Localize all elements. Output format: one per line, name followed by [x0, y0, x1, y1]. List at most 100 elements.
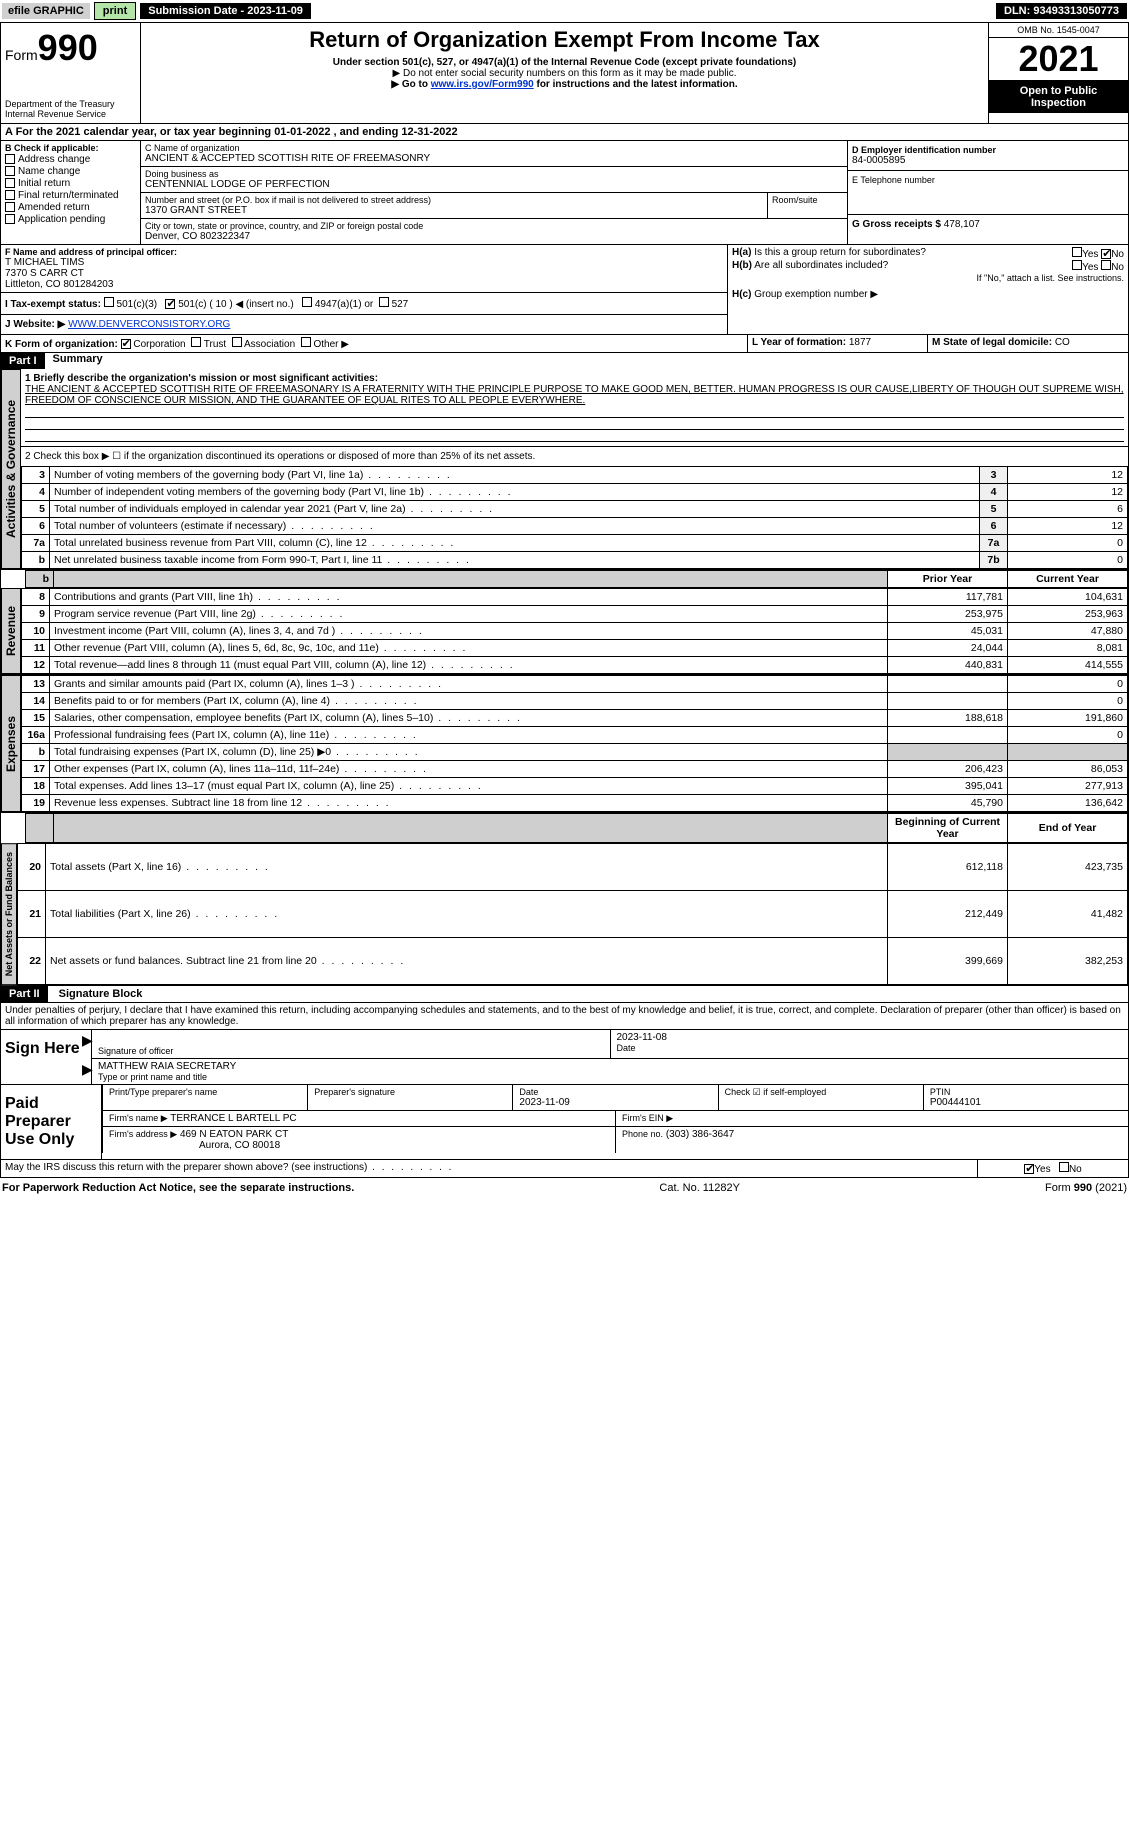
chk-address[interactable]: [5, 154, 15, 164]
footer-left: For Paperwork Reduction Act Notice, see …: [2, 1182, 354, 1194]
ein-value: 84-0005895: [852, 155, 1124, 166]
firm-name: TERRANCE L BARTELL PC: [170, 1113, 296, 1124]
addr-label: Number and street (or P.O. box if mail i…: [145, 195, 763, 205]
discuss-no[interactable]: [1059, 1162, 1069, 1172]
sig-officer-label: Signature of officer: [98, 1046, 604, 1056]
paid-preparer-label: Paid Preparer Use Only: [1, 1085, 101, 1159]
sig-date: 2023-11-08: [617, 1032, 1123, 1043]
section-i: I Tax-exempt status: 501(c)(3) 501(c) ( …: [1, 293, 727, 315]
ha-no[interactable]: [1101, 249, 1111, 259]
part2-hdr: Part II: [1, 986, 48, 1002]
lbl-501c3: 501(c)(3): [117, 299, 158, 310]
lbl-4947: 4947(a)(1) or: [315, 299, 373, 310]
chk-527[interactable]: [379, 297, 389, 307]
exp-table: 13Grants and similar amounts paid (Part …: [21, 675, 1128, 812]
phone-value: (303) 386-3647: [666, 1129, 734, 1140]
phone-label: Phone no.: [622, 1129, 663, 1139]
d-label: D Employer identification number: [852, 145, 1124, 155]
footer-right: Form 990 (2021): [1045, 1182, 1127, 1194]
col-prior: Prior Year: [888, 571, 1008, 588]
chk-pending[interactable]: [5, 214, 15, 224]
chk-501c[interactable]: [165, 299, 175, 309]
ha-no-lbl: No: [1111, 249, 1124, 260]
chk-501c3[interactable]: [104, 297, 114, 307]
hb-note: If "No," attach a list. See instructions…: [732, 273, 1124, 283]
self-employed-label: Check ☑ if self-employed: [725, 1087, 917, 1098]
chk-name[interactable]: [5, 166, 15, 176]
chk-pending-label: Application pending: [18, 214, 105, 225]
chk-4947[interactable]: [302, 297, 312, 307]
chk-final[interactable]: [5, 190, 15, 200]
form-title: Return of Organization Exempt From Incom…: [145, 27, 984, 53]
part1-title: Summary: [45, 353, 103, 369]
paid-preparer-block: Paid Preparer Use Only Print/Type prepar…: [0, 1085, 1129, 1160]
goto-note: ▶ Go to www.irs.gov/Form990 for instruct…: [145, 79, 984, 90]
lbl-501c: 501(c) ( 10 ) ◀ (insert no.): [178, 299, 294, 310]
pc-header: b Prior Year Current Year: [0, 570, 1129, 588]
hb-no[interactable]: [1101, 260, 1111, 270]
dept-treasury: Department of the Treasury: [5, 99, 136, 109]
prep-date: 2023-11-09: [519, 1097, 711, 1108]
chk-amended[interactable]: [5, 202, 15, 212]
q2-text: 2 Check this box ▶ ☐ if the organization…: [21, 447, 1128, 466]
part1-hdr: Part I: [1, 353, 45, 369]
prep-sig-label: Preparer's signature: [314, 1087, 506, 1097]
hb-yes[interactable]: [1072, 260, 1082, 270]
bcde-row: B Check if applicable: Address change Na…: [0, 141, 1129, 245]
website-link[interactable]: WWW.DENVERCONSISTORY.ORG: [68, 319, 230, 330]
section-c: C Name of organization ANCIENT & ACCEPTE…: [141, 141, 848, 244]
tab-expenses: Expenses: [1, 675, 21, 812]
lbl-assoc: Association: [244, 339, 295, 350]
lbl-trust: Trust: [204, 339, 226, 350]
city-label: City or town, state or province, country…: [145, 221, 843, 231]
chk-trust[interactable]: [191, 337, 201, 347]
i-label: I Tax-exempt status:: [5, 299, 101, 310]
discuss-text: May the IRS discuss this return with the…: [5, 1162, 453, 1173]
irs-link[interactable]: www.irs.gov/Form990: [431, 79, 534, 90]
l-label: L Year of formation:: [752, 337, 846, 348]
discuss-yes-lbl: Yes: [1034, 1164, 1050, 1175]
form-prefix: Form: [5, 47, 38, 63]
expenses-section: Expenses 13Grants and similar amounts pa…: [0, 675, 1129, 813]
room-label: Room/suite: [767, 193, 847, 218]
chk-name-label: Name change: [18, 166, 80, 177]
klm-row: K Form of organization: Corporation Trus…: [0, 335, 1129, 353]
footer-mid: Cat. No. 11282Y: [659, 1182, 740, 1194]
dba-name: CENTENNIAL LODGE OF PERFECTION: [145, 179, 843, 190]
period-row: A For the 2021 calendar year, or tax yea…: [0, 124, 1129, 141]
sign-here-block: Sign Here ▶ Signature of officer 2023-11…: [0, 1030, 1129, 1085]
ptin-value: P00444101: [930, 1097, 1122, 1108]
form-header: Form990 Department of the Treasury Inter…: [0, 22, 1129, 124]
dln: DLN: 93493313050773: [996, 3, 1127, 19]
chk-other[interactable]: [301, 337, 311, 347]
discuss-yes[interactable]: [1024, 1164, 1034, 1174]
submission-date: Submission Date - 2023-11-09: [140, 3, 311, 19]
prep-date-label: Date: [519, 1087, 711, 1097]
print-button[interactable]: print: [94, 2, 136, 20]
chk-initial[interactable]: [5, 178, 15, 188]
officer-addr2: Littleton, CO 801284203: [5, 279, 723, 290]
firm-addr1: 469 N EATON PARK CT: [180, 1129, 288, 1140]
city-state-zip: Denver, CO 802322347: [145, 231, 843, 242]
j-label: J Website: ▶: [5, 319, 65, 330]
gross-receipts: 478,107: [944, 219, 980, 230]
chk-assoc[interactable]: [232, 337, 242, 347]
hb-yes-lbl: Yes: [1082, 262, 1098, 273]
officer-addr1: 7370 S CARR CT: [5, 268, 723, 279]
prep-name-label: Print/Type preparer's name: [109, 1087, 301, 1097]
form-subtitle: Under section 501(c), 527, or 4947(a)(1)…: [145, 57, 984, 68]
open-to-public: Open to Public Inspection: [989, 81, 1128, 113]
street-address: 1370 GRANT STREET: [145, 205, 763, 216]
sign-here-label: Sign Here: [1, 1030, 91, 1084]
tab-activities-governance: Activities & Governance: [1, 369, 21, 569]
goto-prefix: ▶ Go to: [391, 79, 430, 90]
dba-label: Doing business as: [145, 169, 843, 179]
topbar: efile GRAPHIC print Submission Date - 20…: [0, 0, 1129, 22]
declaration-text: Under penalties of perjury, I declare th…: [0, 1003, 1129, 1030]
firm-ein-label: Firm's EIN ▶: [622, 1113, 673, 1123]
firm-addr2: Aurora, CO 80018: [199, 1140, 280, 1151]
ha-yes[interactable]: [1072, 247, 1082, 257]
chk-corp[interactable]: [121, 339, 131, 349]
lbl-other: Other ▶: [313, 339, 348, 350]
section-k: K Form of organization: Corporation Trus…: [1, 335, 748, 352]
